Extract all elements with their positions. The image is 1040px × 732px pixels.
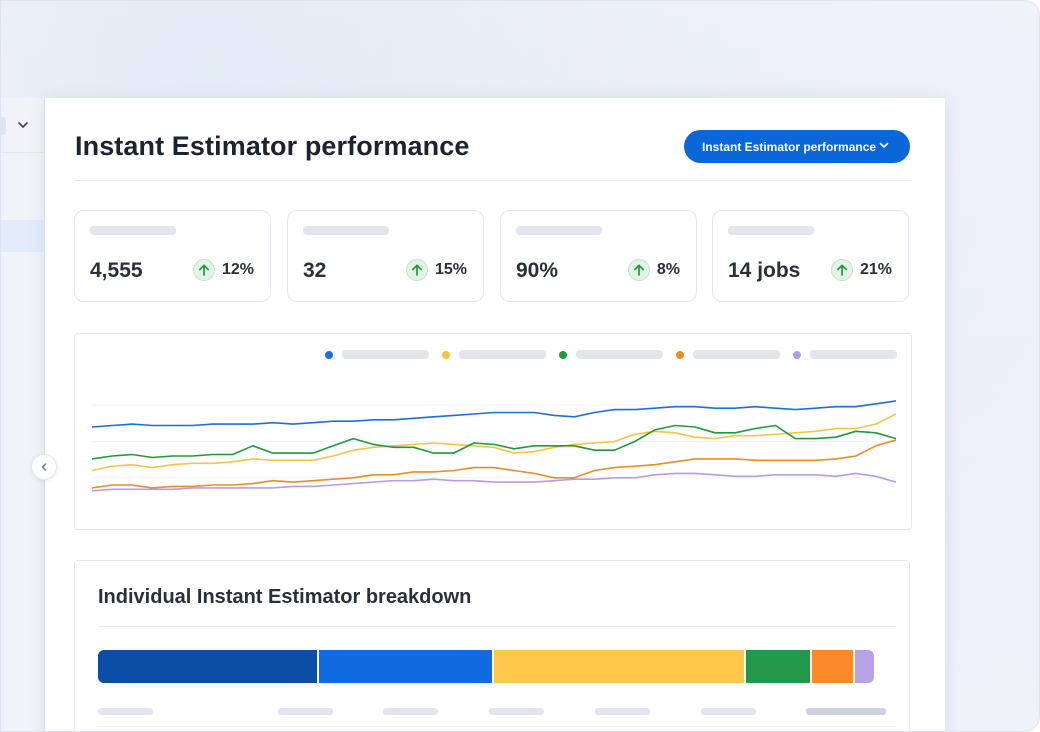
- breakdown-segment[interactable]: [98, 650, 320, 683]
- legend-item[interactable]: [559, 350, 676, 359]
- page-title: Instant Estimator performance: [75, 131, 470, 161]
- kpi-delta-value: 15%: [434, 261, 467, 278]
- kpi-value: 90%: [516, 259, 559, 282]
- breakdown-title: Individual Instant Estimator breakdown: [98, 586, 472, 608]
- kpi-value: 4,555: [90, 259, 143, 282]
- column-header-placeholder: [383, 708, 438, 715]
- chart-legend: [325, 350, 910, 359]
- breakdown-segment[interactable]: [319, 650, 494, 683]
- chevron-down-icon[interactable]: [17, 119, 29, 131]
- series-line-1[interactable]: [91, 400, 897, 428]
- series-line-3[interactable]: [91, 424, 897, 460]
- kpi-card: 14 jobs 21%: [712, 210, 909, 302]
- sidebar-item-active[interactable]: [1, 220, 45, 252]
- breakdown-segment[interactable]: [493, 650, 746, 683]
- kpi-label-placeholder: [516, 226, 602, 235]
- line-chart-card: [74, 333, 912, 530]
- column-header-placeholder: [701, 708, 756, 715]
- kpi-label-placeholder: [303, 226, 389, 235]
- legend-dot: [325, 350, 333, 359]
- column-header-placeholder: [595, 708, 650, 715]
- legend-dot: [676, 350, 684, 359]
- legend-item[interactable]: [793, 350, 910, 359]
- breakdown-segment[interactable]: [854, 650, 874, 683]
- table-divider: [98, 726, 896, 727]
- report-select-dropdown[interactable]: Instant Estimator performance: [684, 130, 910, 163]
- kpi-card: 4,555 12%: [74, 210, 271, 302]
- legend-label-placeholder: [459, 350, 546, 359]
- series-line-4[interactable]: [91, 439, 897, 489]
- legend-label-placeholder: [693, 350, 780, 359]
- column-header-placeholder: [489, 708, 544, 715]
- main-panel: Instant Estimator performance Instant Es…: [45, 98, 945, 731]
- chevron-down-icon: [879, 142, 889, 148]
- legend-item[interactable]: [442, 350, 559, 359]
- breakdown-divider: [98, 626, 896, 627]
- legend-dot: [442, 350, 450, 359]
- series-line-5[interactable]: [91, 472, 897, 492]
- kpi-delta: 12%: [192, 259, 254, 281]
- sidebar-item-stub[interactable]: [1, 117, 6, 135]
- line-chart: [91, 400, 897, 492]
- chevron-left-icon: [41, 463, 47, 471]
- legend-item[interactable]: [676, 350, 793, 359]
- kpi-label-placeholder: [90, 226, 176, 235]
- arrow-up-icon: [405, 259, 428, 281]
- breakdown-card: Individual Instant Estimator breakdown: [74, 560, 910, 731]
- breakdown-segment[interactable]: [745, 650, 812, 683]
- legend-label-placeholder: [342, 350, 429, 359]
- arrow-up-icon: [192, 259, 215, 281]
- dropdown-label: Instant Estimator performance: [702, 139, 877, 154]
- title-divider: [75, 180, 910, 181]
- column-header-placeholder: [806, 708, 886, 715]
- legend-dot: [559, 350, 567, 359]
- kpi-card: 32 15%: [287, 210, 484, 302]
- breakdown-segment[interactable]: [811, 650, 855, 683]
- kpi-card: 90% 8%: [500, 210, 697, 302]
- sidebar: [1, 98, 45, 731]
- column-header-placeholder: [278, 708, 333, 715]
- legend-item[interactable]: [325, 350, 442, 359]
- arrow-up-icon: [627, 259, 650, 281]
- kpi-delta: 8%: [627, 259, 680, 281]
- legend-label-placeholder: [810, 350, 897, 359]
- collapse-sidebar-button[interactable]: [31, 454, 57, 480]
- legend-label-placeholder: [576, 350, 663, 359]
- kpi-delta-value: 8%: [656, 261, 680, 278]
- legend-dot: [793, 350, 801, 359]
- kpi-value: 32: [303, 259, 327, 282]
- column-header-placeholder: [98, 708, 153, 715]
- kpi-value: 14 jobs: [728, 259, 801, 282]
- kpi-label-placeholder: [728, 226, 814, 235]
- arrow-up-icon: [830, 259, 853, 281]
- kpi-delta-value: 21%: [859, 261, 892, 278]
- series-line-2[interactable]: [91, 413, 897, 472]
- sidebar-divider: [1, 152, 45, 153]
- kpi-delta-value: 12%: [221, 261, 254, 278]
- stacked-bar: [98, 650, 874, 683]
- kpi-delta: 21%: [830, 259, 892, 281]
- kpi-delta: 15%: [405, 259, 467, 281]
